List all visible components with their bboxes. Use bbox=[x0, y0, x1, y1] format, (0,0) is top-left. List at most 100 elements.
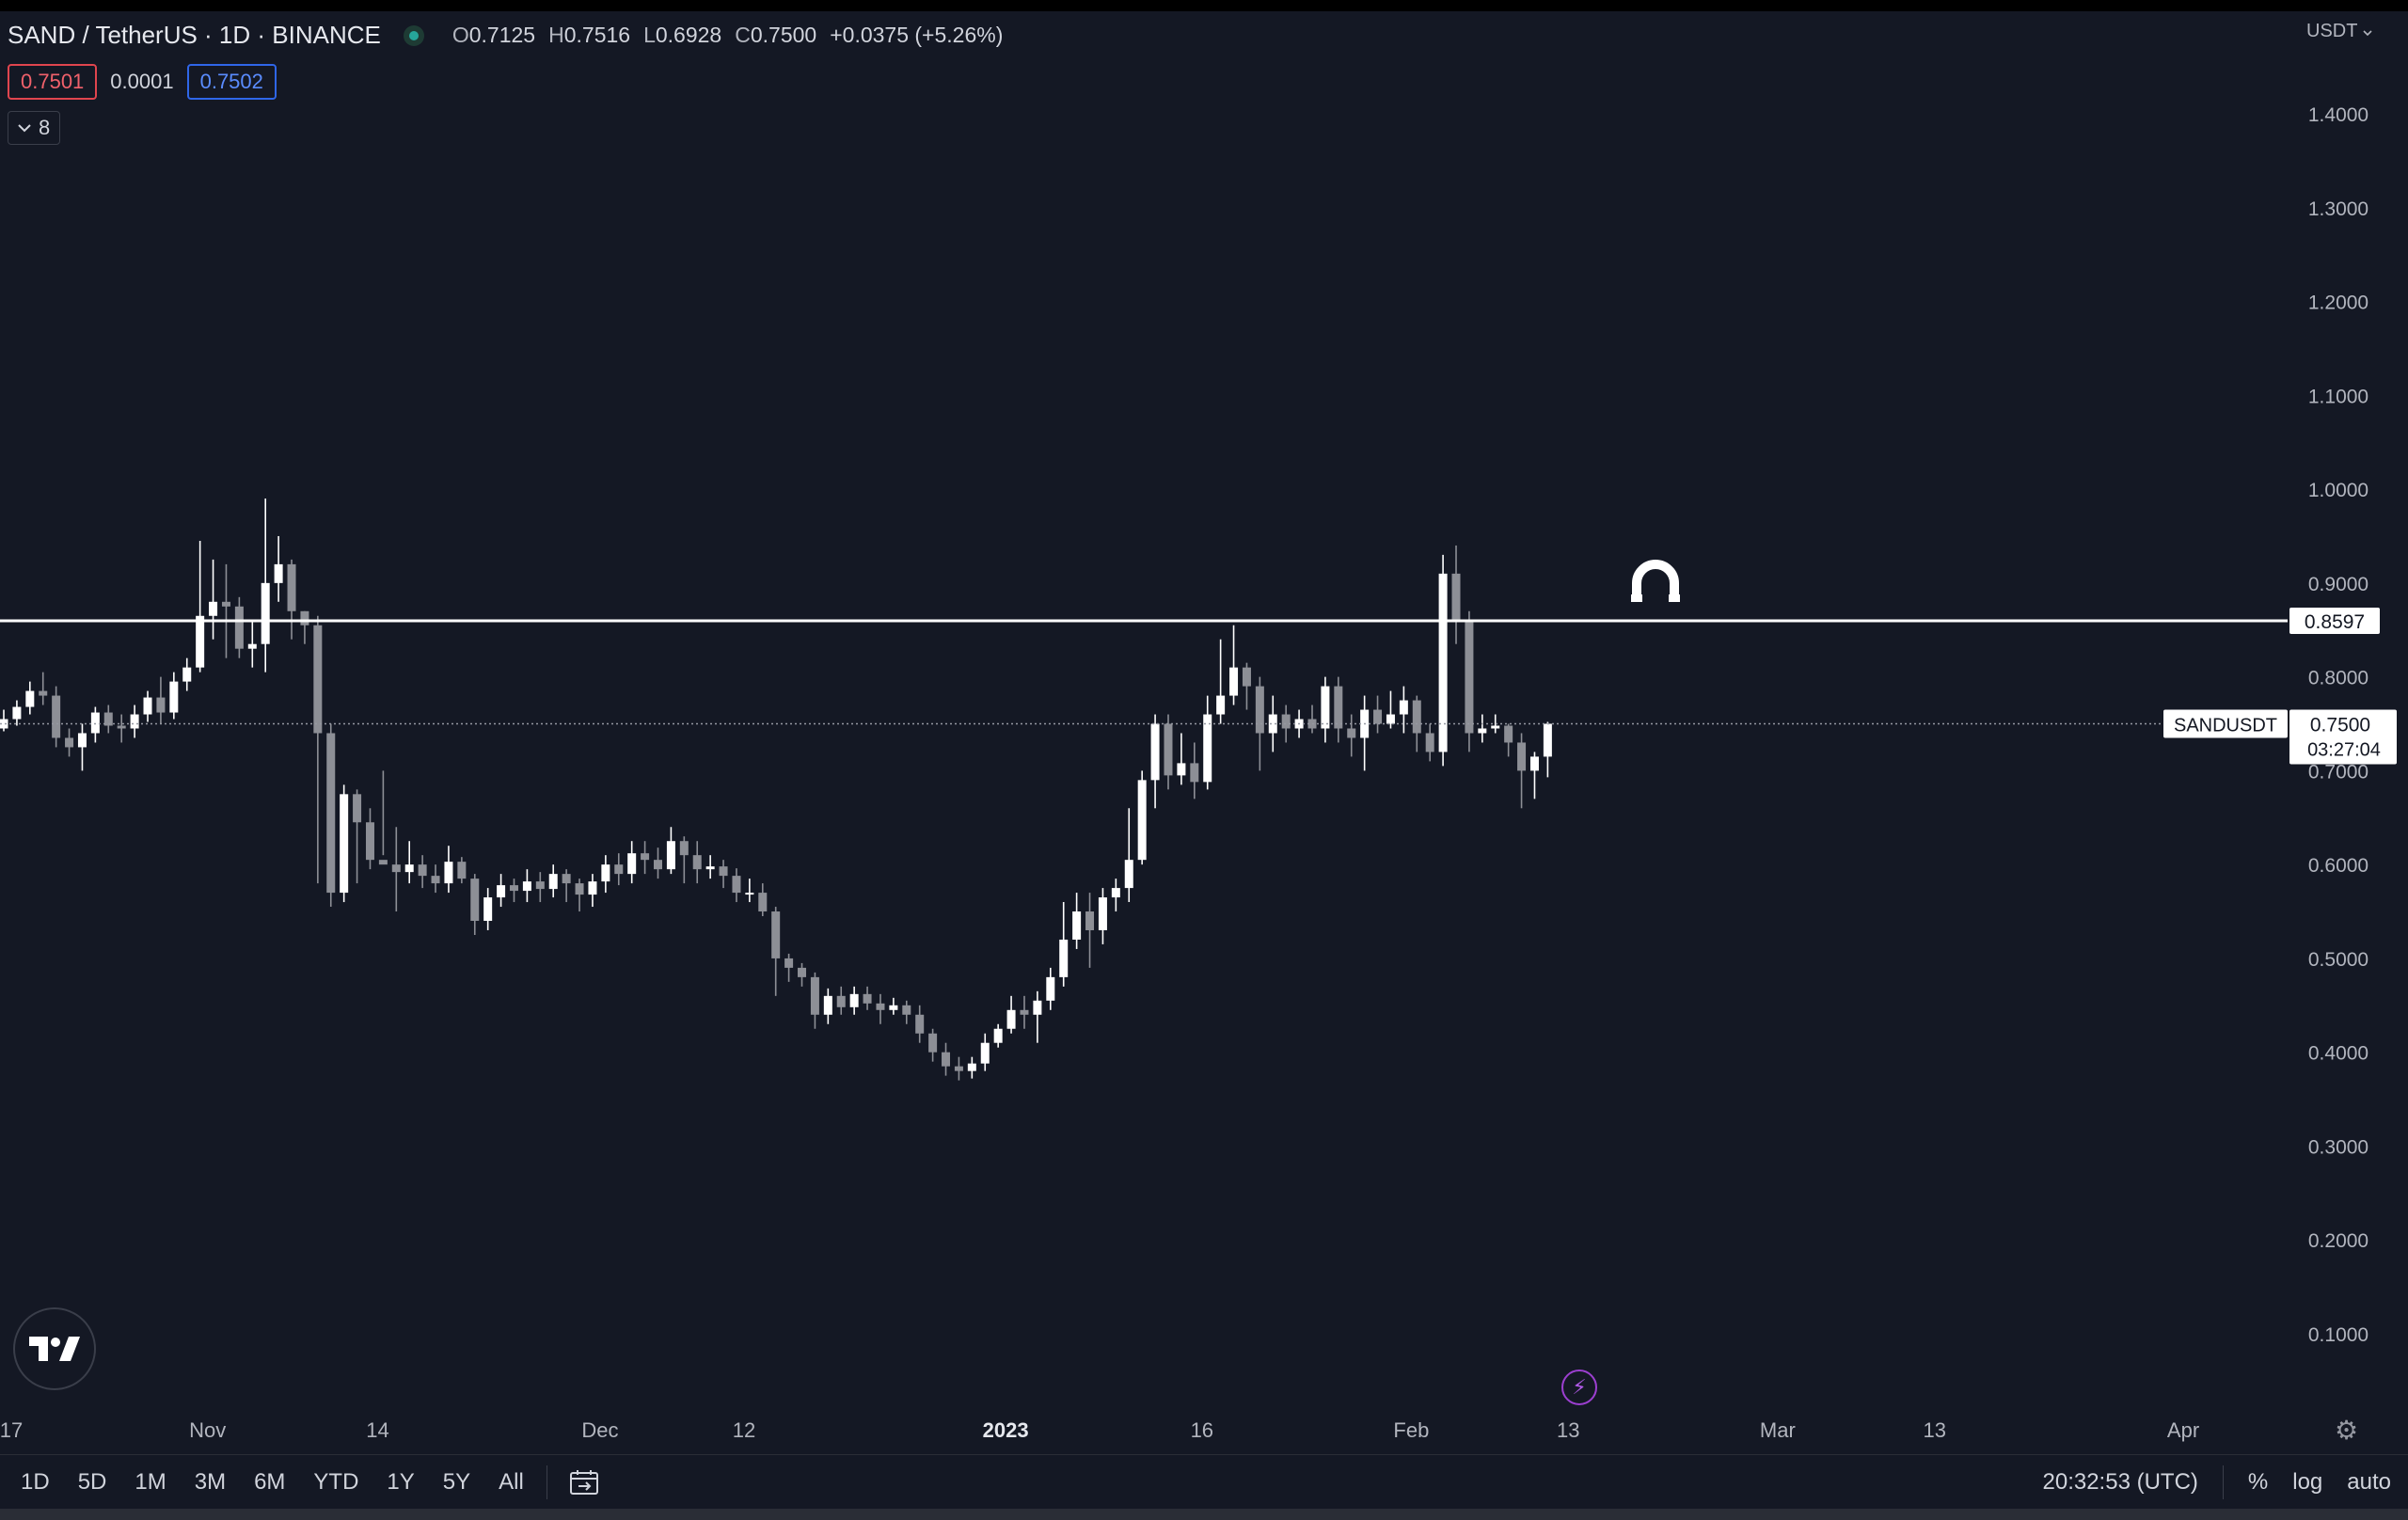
indicators-toggle-button[interactable]: 8 bbox=[8, 111, 61, 145]
candle bbox=[418, 855, 427, 889]
candle-body bbox=[784, 958, 794, 968]
candle-body bbox=[679, 841, 689, 856]
candle-body bbox=[326, 733, 336, 894]
overlay-layer: 0.8597 SANDUSDT 0.7500 03:27:04 bbox=[0, 560, 2397, 765]
candle bbox=[1177, 733, 1186, 785]
candle-body bbox=[902, 1005, 911, 1015]
candle bbox=[1006, 995, 1016, 1034]
candle bbox=[300, 610, 309, 644]
gear-icon[interactable]: ⚙ bbox=[2335, 1416, 2359, 1445]
candle-body bbox=[798, 967, 807, 977]
magnet-icon bbox=[1631, 560, 1680, 602]
price-tick-label: 0.9000 bbox=[2308, 574, 2368, 595]
ohlc-high: H0.7516 bbox=[548, 23, 631, 47]
range-1m-button[interactable]: 1M bbox=[135, 1469, 166, 1495]
utc-clock[interactable]: 20:32:53 (UTC) bbox=[2042, 1469, 2198, 1495]
candle-body bbox=[509, 885, 518, 892]
currency-selector[interactable]: USDT bbox=[2306, 21, 2372, 42]
spread-value: 0.0001 bbox=[110, 70, 174, 93]
candle bbox=[169, 672, 179, 720]
candle bbox=[1033, 990, 1042, 1043]
buy-price-button[interactable]: 0.7502 bbox=[186, 64, 277, 100]
candle-body bbox=[954, 1066, 963, 1071]
candle-body bbox=[287, 563, 296, 611]
auto-scale-button[interactable]: auto bbox=[2347, 1469, 2391, 1495]
candle bbox=[889, 997, 898, 1015]
candle-body bbox=[470, 879, 480, 922]
candle bbox=[627, 841, 637, 884]
range-all-button[interactable]: All bbox=[499, 1469, 524, 1495]
candle-body bbox=[1491, 725, 1500, 729]
tradingview-logo-icon[interactable] bbox=[13, 1307, 96, 1390]
range-ytd-button[interactable]: YTD bbox=[313, 1469, 359, 1495]
candle-body bbox=[1020, 1009, 1029, 1015]
bar-countdown-label: 03:27:04 bbox=[2307, 740, 2381, 761]
candle bbox=[1124, 808, 1133, 903]
candle-body bbox=[497, 885, 506, 898]
candle-body bbox=[418, 864, 427, 877]
candle bbox=[431, 864, 440, 894]
price-tick-label: 1.3000 bbox=[2308, 198, 2368, 220]
candle bbox=[1386, 690, 1395, 729]
candle bbox=[12, 700, 22, 726]
range-3m-button[interactable]: 3M bbox=[194, 1469, 227, 1495]
candle-body bbox=[1412, 700, 1421, 734]
candle bbox=[1098, 888, 1107, 944]
candle bbox=[535, 872, 545, 903]
log-scale-button[interactable]: log bbox=[2292, 1469, 2323, 1495]
sell-price-button[interactable]: 0.7501 bbox=[8, 64, 98, 100]
range-1y-button[interactable]: 1Y bbox=[387, 1469, 415, 1495]
range-5y-button[interactable]: 5Y bbox=[442, 1469, 471, 1495]
bottom-toolbar: 1D 5D 1M 3M 6M YTD 1Y 5Y All 20:32:53 (U… bbox=[0, 1454, 2408, 1510]
candle-body bbox=[1216, 695, 1226, 715]
candle-body bbox=[810, 976, 819, 1015]
candle bbox=[1229, 625, 1239, 705]
candle bbox=[1504, 723, 1513, 757]
candle-body bbox=[0, 719, 8, 729]
candle bbox=[1465, 610, 1474, 752]
price-chart[interactable]: 0.8597 SANDUSDT 0.7500 03:27:04 1.4000 1.300… bbox=[0, 11, 2408, 1454]
candle-body bbox=[614, 864, 624, 875]
candle bbox=[1268, 695, 1277, 752]
candle bbox=[1373, 695, 1383, 734]
range-1d-button[interactable]: 1D bbox=[21, 1469, 50, 1495]
symbol-title[interactable]: SAND / TetherUS · 1D · BINANCE bbox=[8, 21, 381, 49]
candle bbox=[378, 770, 388, 865]
candle-body bbox=[627, 853, 637, 875]
ohlc-open: O0.7125 bbox=[452, 23, 536, 47]
candle bbox=[784, 953, 794, 982]
candle-body bbox=[1111, 888, 1120, 898]
currency-label: USDT bbox=[2306, 21, 2358, 41]
candle bbox=[1281, 705, 1291, 743]
symbol-header: SAND / TetherUS · 1D · BINANCE O0.7125 H… bbox=[8, 21, 1003, 50]
candle-body bbox=[1347, 728, 1356, 738]
percent-scale-button[interactable]: % bbox=[2247, 1469, 2269, 1495]
candle bbox=[404, 841, 414, 884]
candle bbox=[967, 1056, 976, 1079]
calendar-goto-icon[interactable] bbox=[569, 1470, 598, 1495]
candle-body bbox=[404, 864, 414, 873]
candle bbox=[758, 883, 768, 917]
range-6m-button[interactable]: 6M bbox=[254, 1469, 286, 1495]
candle bbox=[209, 559, 218, 640]
candle-body bbox=[1321, 686, 1330, 729]
candle-body bbox=[1177, 763, 1186, 776]
candle bbox=[1190, 742, 1199, 800]
lightning-icon[interactable]: ⚡ bbox=[1561, 1370, 1597, 1405]
candle-body bbox=[1033, 1000, 1042, 1015]
magnet-icon-pole-right bbox=[1669, 594, 1680, 602]
candle bbox=[1321, 676, 1330, 743]
candle-body bbox=[221, 601, 230, 607]
candle-body bbox=[365, 822, 374, 861]
range-5d-button[interactable]: 5D bbox=[77, 1469, 107, 1495]
price-tick-label: 0.3000 bbox=[2308, 1136, 2368, 1158]
candle bbox=[247, 620, 257, 668]
candle bbox=[1529, 752, 1539, 800]
candle bbox=[391, 827, 401, 912]
time-tick-label: 13 bbox=[1924, 1418, 1946, 1442]
candle-body bbox=[863, 993, 872, 1004]
market-status-icon bbox=[403, 24, 424, 46]
candle-body bbox=[444, 862, 453, 884]
candle bbox=[143, 690, 152, 722]
candle bbox=[1491, 714, 1500, 734]
